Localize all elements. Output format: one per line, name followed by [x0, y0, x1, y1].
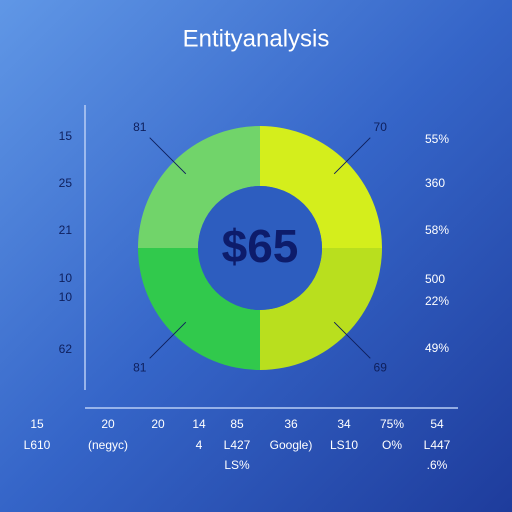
- left-label: 10: [59, 271, 73, 285]
- left-label: 10: [59, 290, 73, 304]
- bottom-label: O%: [382, 438, 402, 452]
- leader-line: [333, 137, 371, 175]
- leader-line: [149, 321, 187, 359]
- center-label: $65: [222, 220, 299, 272]
- bottom-label: 4: [196, 438, 203, 452]
- donut-hole: [198, 186, 322, 310]
- bottom-label: (negyc): [88, 438, 128, 452]
- bottom-label: L447: [424, 438, 451, 452]
- bottom-label: 20: [151, 417, 165, 431]
- right-label: 49%: [425, 341, 449, 355]
- bottom-label: LS10: [330, 438, 358, 452]
- left-label: 62: [59, 342, 73, 356]
- bottom-label: 20: [101, 417, 115, 431]
- slice-label: 70: [374, 120, 388, 134]
- slice-label: 69: [374, 360, 388, 374]
- leader-line: [333, 321, 371, 359]
- bottom-label: 54: [430, 417, 444, 431]
- right-label: 22%: [425, 294, 449, 308]
- leader-line: [149, 137, 187, 175]
- donut-slice: [138, 248, 260, 370]
- bottom-label: L427: [224, 438, 251, 452]
- left-label: 25: [59, 176, 73, 190]
- left-label: 21: [59, 223, 73, 237]
- bottom-label: 14: [192, 417, 206, 431]
- slice-label: 81: [133, 120, 147, 134]
- bottom-label: L610: [24, 438, 51, 452]
- bottom-label: LS%: [224, 458, 250, 472]
- right-label: 360: [425, 176, 445, 190]
- bottom-label: 36: [284, 417, 298, 431]
- donut-slice: [138, 126, 260, 248]
- bottom-label: 85: [230, 417, 244, 431]
- right-label: 58%: [425, 223, 449, 237]
- bottom-label: Google): [270, 438, 313, 452]
- bottom-label: .6%: [427, 458, 448, 472]
- chart-title: Entityanalysis: [183, 25, 330, 52]
- slice-label: 81: [133, 360, 147, 374]
- left-label: 15: [59, 129, 73, 143]
- donut-slice: [260, 126, 382, 248]
- bottom-label: 34: [337, 417, 351, 431]
- bottom-label: 15: [30, 417, 44, 431]
- bottom-label: 75%: [380, 417, 404, 431]
- right-label: 500: [425, 272, 445, 286]
- donut-slice: [260, 248, 382, 370]
- right-label: 55%: [425, 132, 449, 146]
